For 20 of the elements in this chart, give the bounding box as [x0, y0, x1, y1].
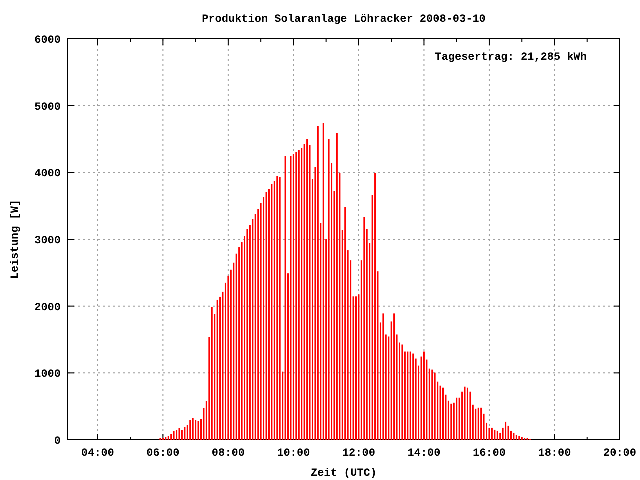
y-tick-label: 3000	[34, 236, 61, 248]
x-tick-label: 14:00	[408, 448, 441, 460]
x-axis-title: Zeit (UTC)	[310, 468, 378, 480]
y-tick-label: 0	[54, 436, 61, 448]
x-tick-label: 04:00	[81, 448, 114, 460]
y-tick-label: 6000	[34, 35, 61, 47]
x-tick-label: 10:00	[277, 448, 310, 460]
x-tick-label: 20:00	[603, 448, 637, 460]
x-tick-label: 08:00	[212, 448, 245, 460]
x-tick-label: 18:00	[538, 448, 572, 460]
y-tick-label: 2000	[34, 302, 61, 314]
x-tick-label: 12:00	[342, 448, 376, 460]
annotation: Tagesertrag: 21,285 kWh	[435, 52, 587, 64]
y-tick-label: 1000	[34, 369, 61, 382]
y-axis-title: Leistung [W]	[10, 200, 22, 280]
chart-title: Produktion Solaranlage Löhracker 2008-03-10	[202, 14, 486, 26]
y-tick-label: 4000	[34, 168, 61, 181]
x-tick-label: 06:00	[146, 448, 180, 460]
x-tick-label: 16:00	[472, 448, 506, 460]
y-tick-label: 5000	[34, 102, 61, 114]
